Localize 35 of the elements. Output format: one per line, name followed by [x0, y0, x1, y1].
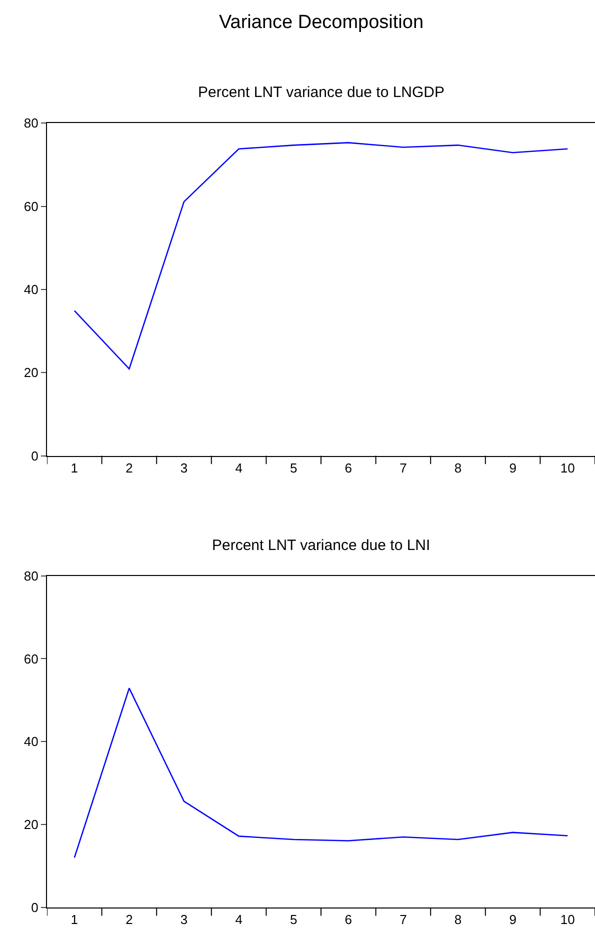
y-tick-label: 40 — [24, 734, 38, 750]
y-tick-label: 0 — [31, 900, 38, 916]
x-tick-label: 9 — [509, 460, 516, 476]
x-tick-label: 10 — [560, 460, 575, 476]
line-series — [74, 688, 568, 858]
x-tick-label: 9 — [509, 912, 516, 928]
y-tick-label: 80 — [24, 116, 38, 131]
x-tick-label: 8 — [454, 460, 462, 476]
y-tick-label: 60 — [24, 651, 38, 666]
x-tick-label: 10 — [560, 912, 575, 928]
y-tick-label: 40 — [24, 282, 38, 297]
y-tick-label: 20 — [24, 817, 38, 832]
chart-title: Variance Decomposition — [219, 12, 424, 33]
x-tick-label: 8 — [454, 912, 462, 928]
x-tick-label: 7 — [400, 460, 407, 476]
x-tick-label: 5 — [290, 912, 298, 928]
x-tick-label: 2 — [126, 912, 133, 928]
x-tick-label: 7 — [400, 912, 407, 928]
y-tick-label: 0 — [31, 448, 38, 464]
x-tick-label: 3 — [180, 912, 188, 928]
y-tick-label: 20 — [24, 365, 38, 380]
x-tick-label: 3 — [180, 460, 188, 476]
x-tick-label: 1 — [70, 912, 78, 928]
x-tick-label: 1 — [70, 460, 78, 476]
chart-subtitle: Percent LNT variance due to LNGDP — [198, 84, 445, 101]
x-tick-label: 2 — [126, 460, 133, 476]
x-tick-label: 6 — [344, 912, 352, 928]
x-tick-label: 6 — [344, 460, 352, 476]
y-tick-label: 80 — [24, 568, 38, 584]
y-tick-label: 60 — [24, 198, 38, 214]
x-tick-label: 4 — [235, 912, 242, 928]
x-tick-label: 4 — [235, 460, 242, 476]
line-series — [74, 142, 568, 370]
x-tick-label: 5 — [290, 460, 298, 476]
chart-title: Percent LNT variance due to LNI — [212, 537, 430, 554]
